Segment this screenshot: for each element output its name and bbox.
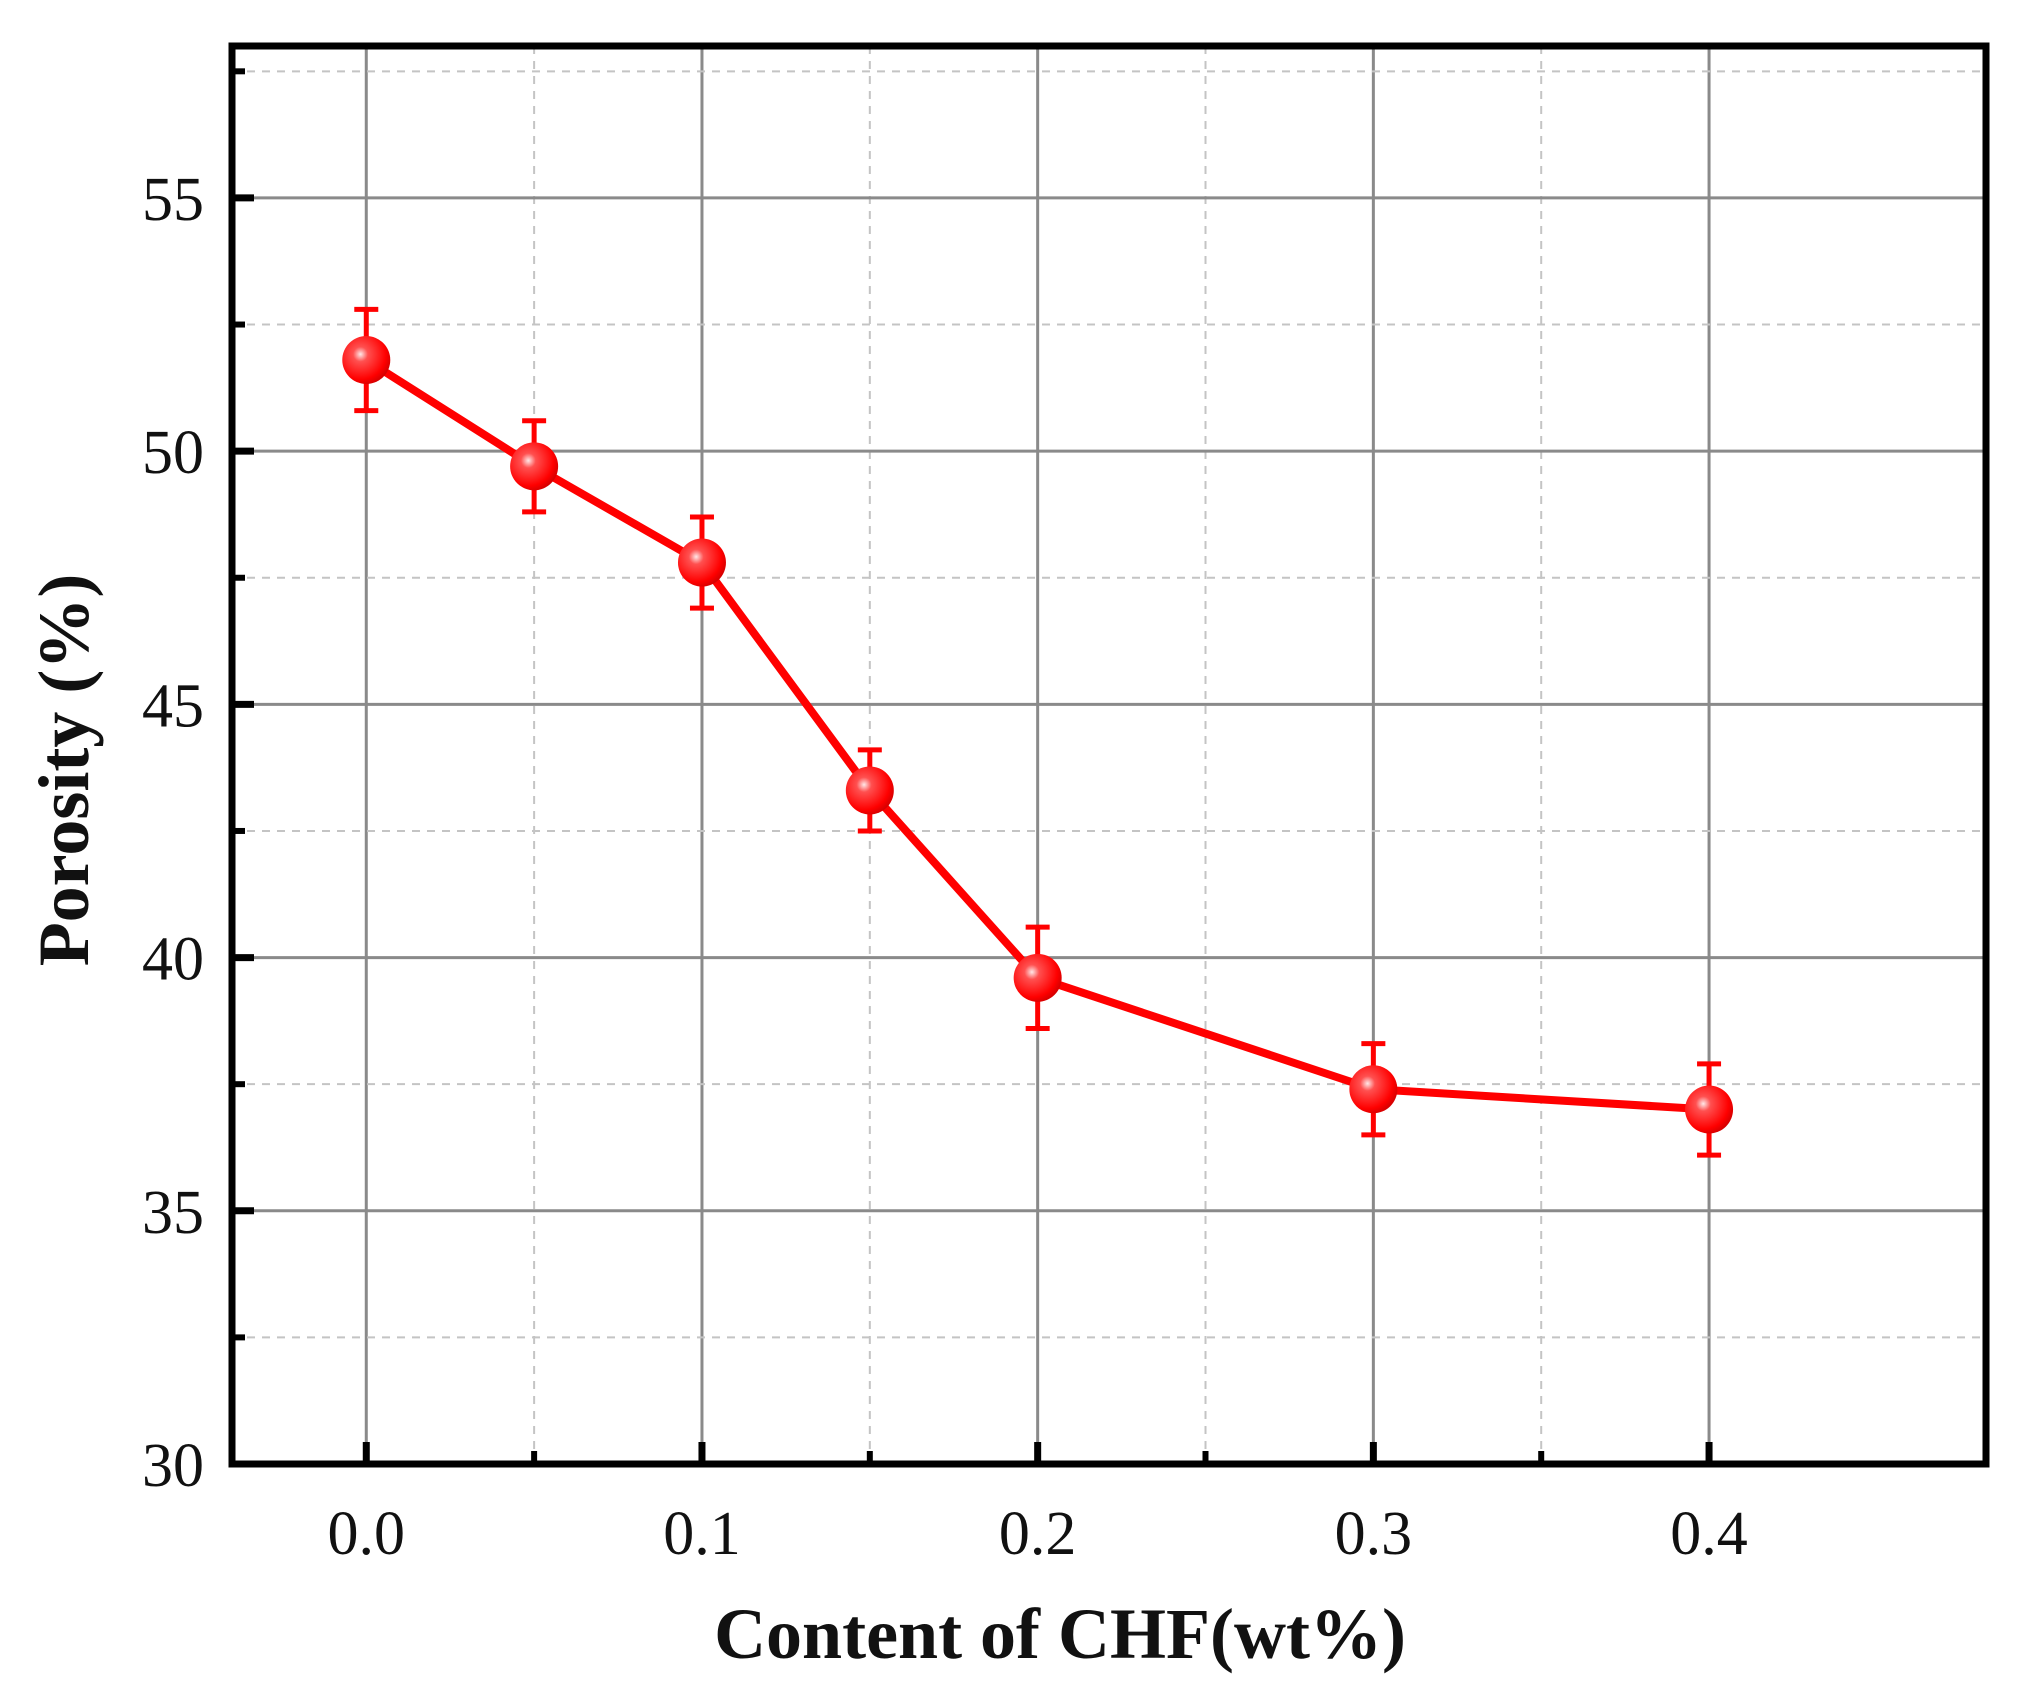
x-tick-label: 0.1	[663, 1500, 741, 1568]
y-tick-label: 45	[142, 672, 204, 740]
data-point	[510, 442, 559, 491]
data-point	[677, 538, 726, 587]
data-point	[845, 766, 894, 815]
grid-lines	[232, 46, 1986, 1464]
x-tick-label: 0.0	[328, 1500, 406, 1568]
y-tick-label: 40	[142, 926, 204, 994]
x-tick-label: 0.3	[1335, 1500, 1413, 1568]
y-tick-label: 35	[142, 1179, 204, 1247]
tick-labels: 0.0 0.1 0.2 0.3 0.4 30 35 40 45 50 55	[142, 166, 1748, 1568]
y-axis-title: Porosity (%)	[24, 574, 104, 967]
y-tick-label: 55	[142, 166, 204, 234]
x-tick-label: 0.4	[1670, 1500, 1748, 1568]
axis-ticks	[232, 68, 1713, 1464]
data-point	[342, 335, 391, 384]
data-point	[1349, 1065, 1398, 1114]
x-axis-title: Content of CHF(wt%)	[714, 1594, 1406, 1674]
y-tick-label: 50	[142, 419, 204, 487]
plot-frame	[228, 42, 1990, 1468]
data-point	[1685, 1085, 1734, 1134]
data-point	[1013, 953, 1062, 1002]
data-series	[342, 306, 1734, 1158]
x-tick-label: 0.2	[999, 1500, 1077, 1568]
y-tick-label: 30	[142, 1432, 204, 1500]
